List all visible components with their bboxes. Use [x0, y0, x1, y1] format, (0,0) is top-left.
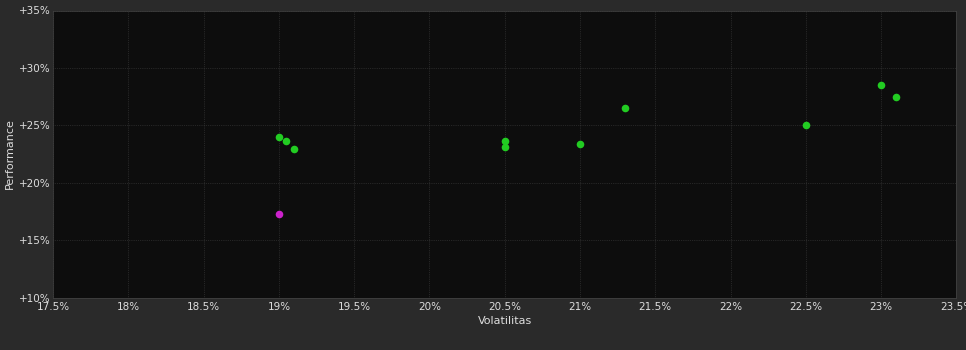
Point: [271, 134, 287, 140]
Y-axis label: Performance: Performance: [5, 119, 14, 189]
Point: [286, 147, 301, 152]
Point: [497, 144, 512, 150]
Point: [798, 122, 813, 128]
Point: [873, 82, 889, 88]
Point: [889, 94, 904, 99]
X-axis label: Volatilitas: Volatilitas: [477, 316, 532, 326]
Point: [497, 139, 512, 144]
Point: [279, 139, 295, 144]
Point: [617, 105, 633, 111]
Point: [572, 141, 587, 146]
Point: [271, 211, 287, 217]
